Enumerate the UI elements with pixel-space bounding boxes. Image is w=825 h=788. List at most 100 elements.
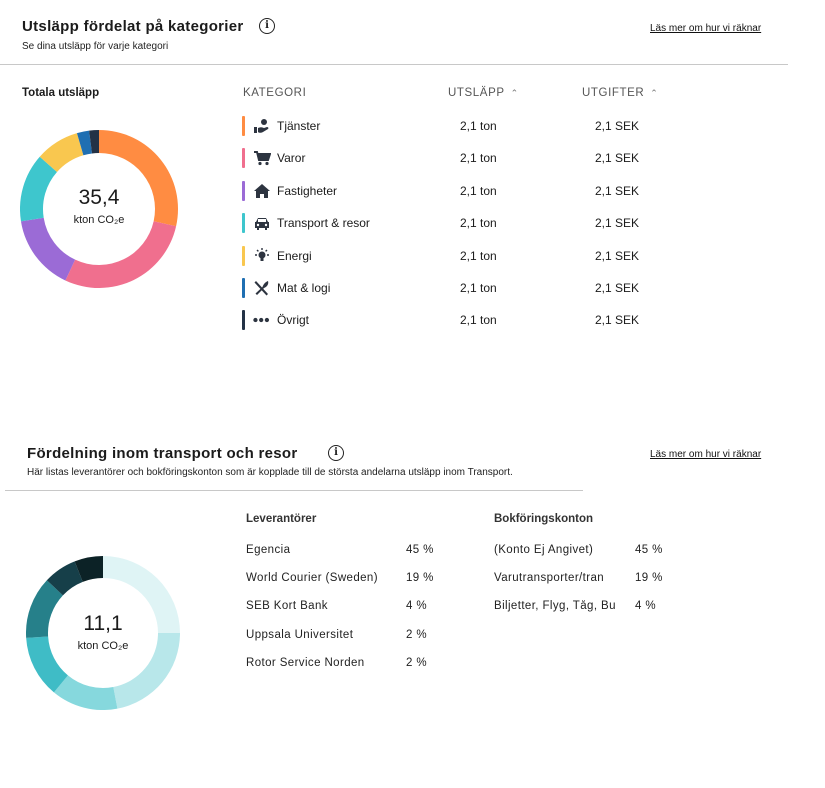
cutlery-icon	[253, 280, 271, 296]
supplier-percent: 4 %	[406, 600, 428, 613]
read-more-link[interactable]: Läs mer om hur vi räknar	[650, 23, 762, 34]
category-row[interactable]: Transport & resor 2,1 ton 2,1 SEK	[242, 213, 662, 234]
category-name: Transport & resor	[277, 216, 370, 231]
donut-segment	[39, 133, 84, 172]
donut-segment	[20, 156, 57, 222]
category-emissions: 2,1 ton	[460, 248, 497, 263]
supplier-row: World Courier (Sweden) 19 %	[246, 572, 476, 584]
supplier-name: World Courier (Sweden)	[246, 572, 378, 585]
supplier-row: Egencia 45 %	[246, 544, 476, 556]
supplier-name: Egencia	[246, 544, 291, 556]
donut-segment	[89, 130, 99, 154]
category-row[interactable]: Mat & logi 2,1 ton 2,1 SEK	[242, 278, 662, 298]
category-expenses: 2,1 SEK	[595, 183, 640, 198]
account-percent: 19 %	[635, 572, 663, 585]
supplier-row: SEB Kort Bank 4 %	[246, 600, 476, 612]
account-row: (Konto Ej Angivet) 45 %	[494, 544, 694, 559]
category-expenses: 2,1 SEK	[595, 151, 640, 166]
donut-unit: kton CO₂e	[77, 640, 129, 652]
category-row[interactable]: Tjänster 2,1 ton 2,1 SEK	[242, 116, 662, 136]
suppliers-heading: Leverantörer	[246, 513, 317, 525]
account-name: Varutransporter/tran	[494, 572, 605, 585]
account-percent: 45 %	[635, 544, 663, 556]
sort-icon[interactable]: ⌃	[650, 87, 659, 98]
category-expenses: 2,1 SEK	[595, 119, 640, 133]
donut-segment	[26, 580, 63, 638]
divider	[5, 490, 583, 491]
sort-icon[interactable]: ⌃	[510, 87, 519, 98]
category-expenses: 2,1 SEK	[595, 216, 640, 231]
supplier-name: Uppsala Universitet	[246, 628, 354, 641]
donut-segment	[76, 130, 92, 156]
donut-segment	[53, 675, 118, 710]
supplier-percent: 2 %	[406, 628, 428, 641]
category-color-bar	[242, 213, 245, 234]
category-row[interactable]: Fastigheter 2,1 ton 2,1 SEK	[242, 180, 662, 201]
category-color-bar	[242, 278, 245, 298]
category-emissions: 2,1 ton	[460, 151, 497, 166]
supplier-percent: 45 %	[406, 544, 434, 556]
donut-total-value: 35,4	[78, 186, 120, 209]
section-title-transport: Fördelning inom transport och resor	[27, 445, 298, 462]
supplier-row: Uppsala Universitet 2 %	[246, 629, 476, 641]
supplier-row: Rotor Service Norden 2 %	[246, 657, 476, 669]
read-more-link[interactable]: Läs mer om hur vi räknar	[650, 449, 762, 460]
divider	[0, 64, 788, 65]
donut-segment	[74, 556, 103, 582]
donut-segment	[46, 561, 83, 596]
lightbulb-icon	[253, 247, 271, 264]
section-subtitle: Se dina utsläpp för varje kategori	[22, 41, 169, 52]
supplier-name: Rotor Service Norden	[246, 656, 365, 669]
category-expenses: 2,1 SEK	[595, 248, 640, 263]
info-icon[interactable]: i	[259, 18, 275, 34]
account-row: Varutransporter/tran 19 %	[494, 572, 694, 587]
service-hand-icon	[253, 118, 271, 134]
donut-segment	[20, 217, 76, 281]
transport-donut-chart: 11,1 kton CO₂e	[26, 556, 180, 710]
category-row[interactable]: Varor 2,1 ton 2,1 SEK	[242, 148, 662, 169]
donut-segment	[65, 221, 177, 288]
category-row[interactable]: Övrigt 2,1 ton 2,1 SEK	[242, 310, 662, 331]
category-donut-chart: 35,4 kton CO₂e	[20, 130, 178, 288]
supplier-name: SEB Kort Bank	[246, 600, 328, 613]
column-header-emissions-label: UTSLÄPP	[448, 87, 505, 99]
supplier-percent: 2 %	[406, 656, 428, 669]
category-expenses: 2,1 SEK	[595, 281, 640, 295]
category-name: Energi	[277, 248, 312, 263]
donut-segment	[113, 633, 180, 709]
category-color-bar	[242, 180, 245, 201]
column-header-expenses[interactable]: UTGIFTER ⌃	[582, 87, 658, 99]
category-emissions: 2,1 ton	[460, 119, 497, 133]
info-icon[interactable]: i	[328, 445, 344, 461]
category-emissions: 2,1 ton	[460, 313, 497, 328]
more-dots-icon	[253, 312, 271, 328]
category-name: Fastigheter	[277, 183, 338, 198]
house-icon	[253, 183, 271, 199]
column-header-category: KATEGORI	[243, 87, 307, 99]
accounts-heading: Bokföringskonton	[494, 513, 594, 525]
section-title: Utsläpp fördelat på kategorier	[22, 18, 244, 35]
category-emissions: 2,1 ton	[460, 183, 497, 198]
category-color-bar	[242, 148, 245, 169]
total-emissions-label: Totala utsläpp	[22, 87, 100, 99]
category-row[interactable]: Energi 2,1 ton 2,1 SEK	[242, 245, 662, 266]
category-color-bar	[242, 310, 245, 331]
category-emissions: 2,1 ton	[460, 281, 497, 295]
account-row: Biljetter, Flyg, Tåg, Bu 4 %	[494, 600, 694, 615]
category-color-bar	[242, 245, 245, 266]
category-name: Varor	[277, 151, 306, 166]
car-icon	[253, 215, 271, 231]
account-name: Biljetter, Flyg, Tåg, Bu	[494, 600, 616, 613]
donut-segment	[103, 556, 180, 633]
column-header-emissions[interactable]: UTSLÄPP ⌃	[448, 87, 519, 99]
cart-icon	[253, 150, 271, 166]
donut-segment	[26, 636, 68, 693]
account-name: (Konto Ej Angivet)	[494, 544, 594, 556]
category-expenses: 2,1 SEK	[595, 313, 640, 328]
category-color-bar	[242, 116, 245, 136]
category-emissions: 2,1 ton	[460, 216, 497, 231]
donut-unit: kton CO₂e	[73, 214, 125, 226]
category-name: Mat & logi	[277, 281, 331, 295]
category-name: Tjänster	[277, 119, 321, 133]
column-header-expenses-label: UTGIFTER	[582, 87, 645, 99]
